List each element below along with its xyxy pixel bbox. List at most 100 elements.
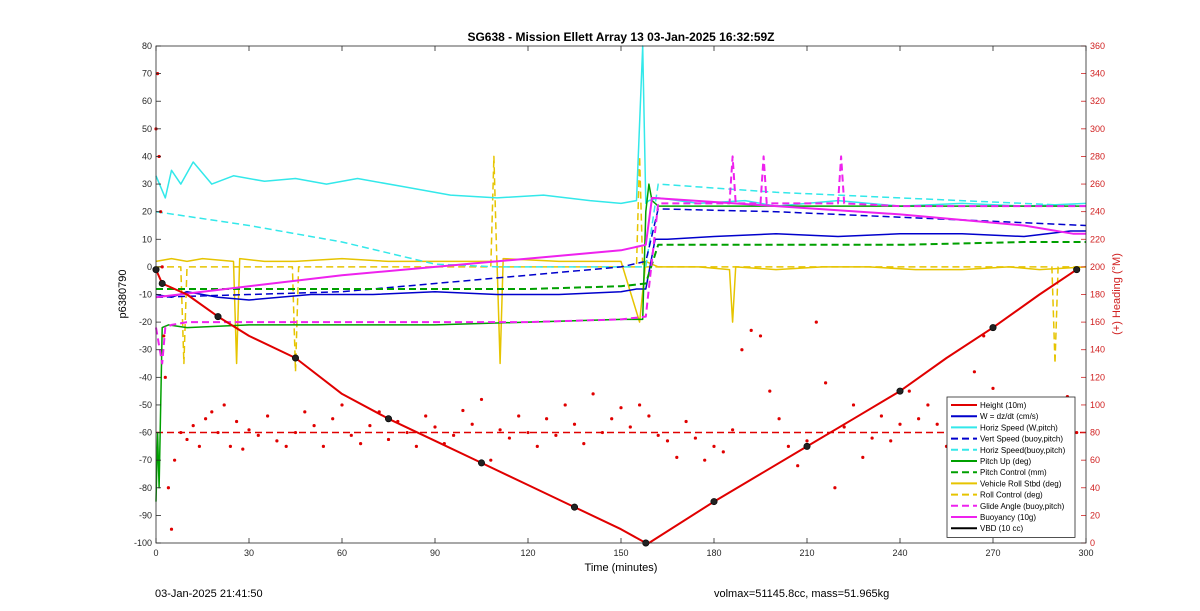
y-tick-label: 60: [142, 96, 152, 106]
y-tick-label: -10: [139, 290, 152, 300]
heading-point: [907, 389, 911, 393]
heading-point: [628, 425, 632, 429]
y-tick-label: -100: [134, 538, 152, 548]
heading-point: [814, 320, 818, 324]
y2-tick-label: 260: [1090, 179, 1105, 189]
heading-point: [619, 406, 623, 410]
heading-point: [331, 417, 335, 421]
heading-point: [160, 265, 164, 269]
heading-point: [1075, 430, 1079, 435]
heading-point: [740, 348, 744, 352]
height-marker: [896, 387, 904, 395]
heading-point: [284, 444, 288, 448]
heading-point: [162, 334, 166, 338]
heading-point: [235, 419, 239, 424]
legend-label: Height (10m): [980, 401, 1027, 410]
timestamp-footer: 03-Jan-2025 21:41:50: [155, 588, 263, 600]
heading-point: [433, 425, 437, 429]
heading-point: [386, 437, 391, 442]
heading-point: [563, 403, 567, 407]
heading-point: [768, 389, 772, 393]
legend-label: Horiz Speed(buoy,pitch): [980, 446, 1066, 455]
x-tick-label: 210: [799, 548, 814, 558]
y-tick-label: -20: [139, 317, 152, 327]
series-layer: [152, 45, 1087, 547]
heading-point: [777, 417, 781, 421]
heading-point: [721, 450, 725, 454]
y2-tick-label: 340: [1090, 69, 1105, 79]
y-tick-label: -60: [139, 428, 152, 438]
y-tick-label: -40: [139, 372, 152, 382]
heading-point: [805, 439, 809, 443]
heading-point: [479, 397, 484, 402]
heading-point: [684, 419, 688, 424]
y2-tick-label: 60: [1090, 455, 1100, 465]
heading-point: [197, 444, 201, 448]
x-tick-label: 0: [153, 548, 158, 558]
y-tick-label: 30: [142, 179, 152, 189]
heading-point: [917, 417, 921, 421]
heading-point: [498, 428, 502, 432]
y2-tick-label: 160: [1090, 317, 1105, 327]
y2-tick-label: 180: [1090, 290, 1105, 300]
legend-label: Pitch Up (deg): [980, 457, 1031, 466]
heading-point: [535, 444, 539, 448]
heading-point: [321, 444, 325, 448]
heading-point: [266, 414, 270, 418]
height-marker: [1073, 266, 1081, 274]
x-axis-label: Time (minutes): [585, 562, 658, 574]
series-line: [155, 208, 1087, 299]
heading-point: [842, 425, 846, 429]
heading-point: [517, 414, 521, 418]
y-tick-label: 0: [147, 262, 152, 272]
series-line: [155, 183, 1087, 268]
legend-label: Pitch Control (mm): [980, 468, 1047, 477]
heading-point: [665, 439, 670, 443]
heading-point: [647, 414, 651, 418]
legend-label: Horiz Speed (W,pitch): [980, 423, 1058, 432]
heading-point: [526, 430, 530, 435]
y2-tick-label: 0: [1090, 538, 1095, 548]
heading-point: [796, 464, 800, 468]
legend-label: Vert Speed (buoy,pitch): [980, 435, 1063, 444]
height-marker: [989, 324, 997, 332]
heading-point: [972, 370, 977, 374]
heading-point: [656, 433, 660, 437]
plot-frame: [155, 45, 1087, 544]
heading-point: [582, 442, 586, 446]
y-tick-label: -70: [139, 455, 152, 465]
heading-point: [982, 334, 986, 338]
heading-point: [833, 486, 837, 490]
heading-point: [169, 527, 174, 531]
series-line: [156, 241, 1086, 290]
heading-point: [870, 436, 874, 440]
heading-point: [396, 419, 400, 424]
heading-point: [851, 403, 856, 407]
legend-label: Roll Control (deg): [980, 491, 1043, 500]
series-line: [155, 45, 1087, 207]
heading-point: [545, 417, 549, 421]
heading-point: [312, 424, 316, 428]
plot-area: [156, 46, 1086, 543]
y-axis-label: p6380790: [117, 270, 129, 319]
heading-point: [368, 424, 372, 428]
y2-tick-label: 140: [1090, 345, 1105, 355]
y2-tick-label: 40: [1090, 483, 1100, 493]
y2-tick-label: 200: [1090, 262, 1105, 272]
heading-point: [675, 455, 679, 460]
x-tick-label: 90: [430, 548, 440, 558]
height-marker: [477, 459, 485, 467]
y-tick-label: 10: [142, 234, 152, 244]
y-tick-label: -80: [139, 483, 152, 493]
series-line: [155, 230, 1086, 301]
height-marker: [710, 498, 718, 506]
y2-tick-label: 80: [1090, 428, 1100, 438]
y2-tick-label: 20: [1090, 510, 1100, 520]
heading-point: [926, 403, 930, 407]
heading-point: [591, 392, 595, 396]
heading-point: [991, 386, 995, 390]
heading-point: [610, 417, 614, 421]
heading-point: [712, 444, 716, 448]
heading-point: [824, 381, 828, 385]
